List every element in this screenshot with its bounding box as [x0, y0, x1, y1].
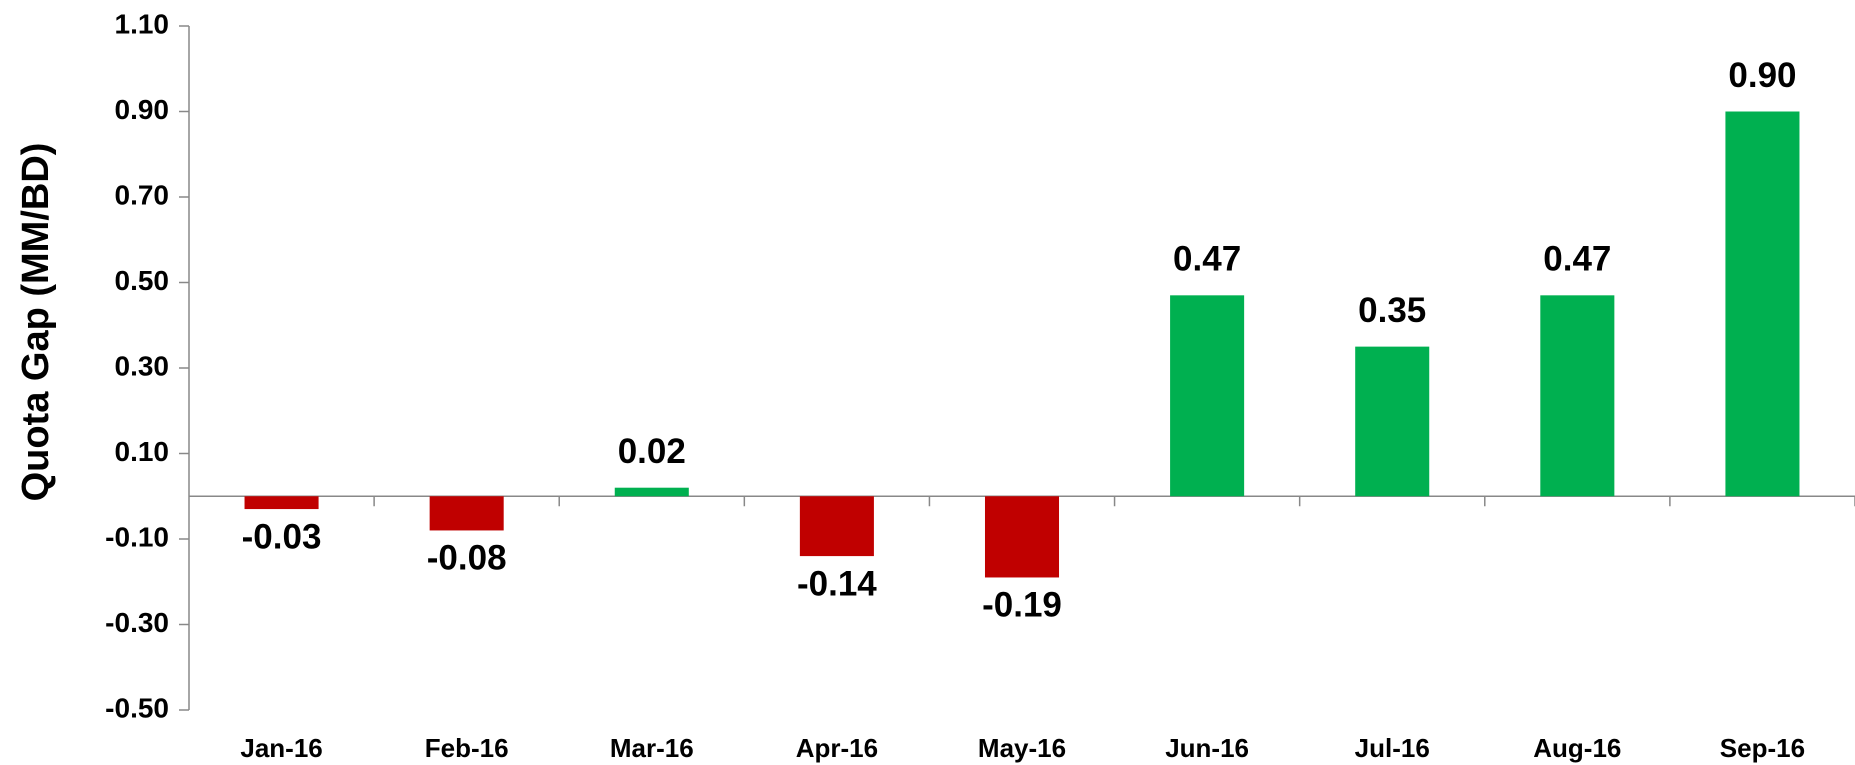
- bar: [1725, 111, 1800, 497]
- data-label: 0.90: [1728, 56, 1796, 95]
- y-tick-label: 0.90: [115, 94, 170, 125]
- data-label: 0.35: [1358, 291, 1426, 330]
- bar: [614, 487, 689, 497]
- x-tick-label: Jul-16: [1355, 733, 1430, 763]
- data-label: -0.03: [242, 517, 322, 556]
- x-tick-label: Sep-16: [1720, 733, 1805, 763]
- x-tick-label: Jan-16: [240, 733, 322, 763]
- bar: [244, 496, 319, 510]
- x-tick-label: Aug-16: [1533, 733, 1621, 763]
- data-label: -0.14: [797, 564, 877, 603]
- y-tick-label: -0.30: [105, 607, 169, 638]
- bar: [984, 496, 1060, 578]
- data-label: -0.19: [982, 586, 1062, 625]
- bar: [1170, 295, 1245, 497]
- bar: [1355, 346, 1430, 497]
- bar: [799, 496, 874, 557]
- y-tick-label: 0.10: [115, 436, 170, 467]
- x-tick-label: Apr-16: [796, 733, 878, 763]
- bar: [1540, 295, 1615, 497]
- data-label: 0.02: [618, 432, 686, 471]
- y-tick-label: 0.70: [115, 179, 170, 210]
- y-axis-title: Quota Gap (MM/BD): [15, 143, 57, 502]
- y-tick-label: 0.50: [115, 265, 170, 296]
- x-tick-label: Jun-16: [1165, 733, 1249, 763]
- y-tick-label: -0.10: [105, 521, 169, 552]
- y-tick-label: -0.50: [105, 692, 169, 723]
- x-tick-label: Mar-16: [610, 733, 694, 763]
- y-tick-label: 1.10: [115, 8, 170, 39]
- y-tick-label: 0.30: [115, 350, 170, 381]
- x-tick-label: Feb-16: [425, 733, 509, 763]
- data-label: 0.47: [1543, 240, 1611, 279]
- x-tick-label: May-16: [978, 733, 1066, 763]
- bar: [429, 496, 504, 531]
- data-label: 0.47: [1173, 240, 1241, 279]
- data-label: -0.08: [427, 539, 507, 578]
